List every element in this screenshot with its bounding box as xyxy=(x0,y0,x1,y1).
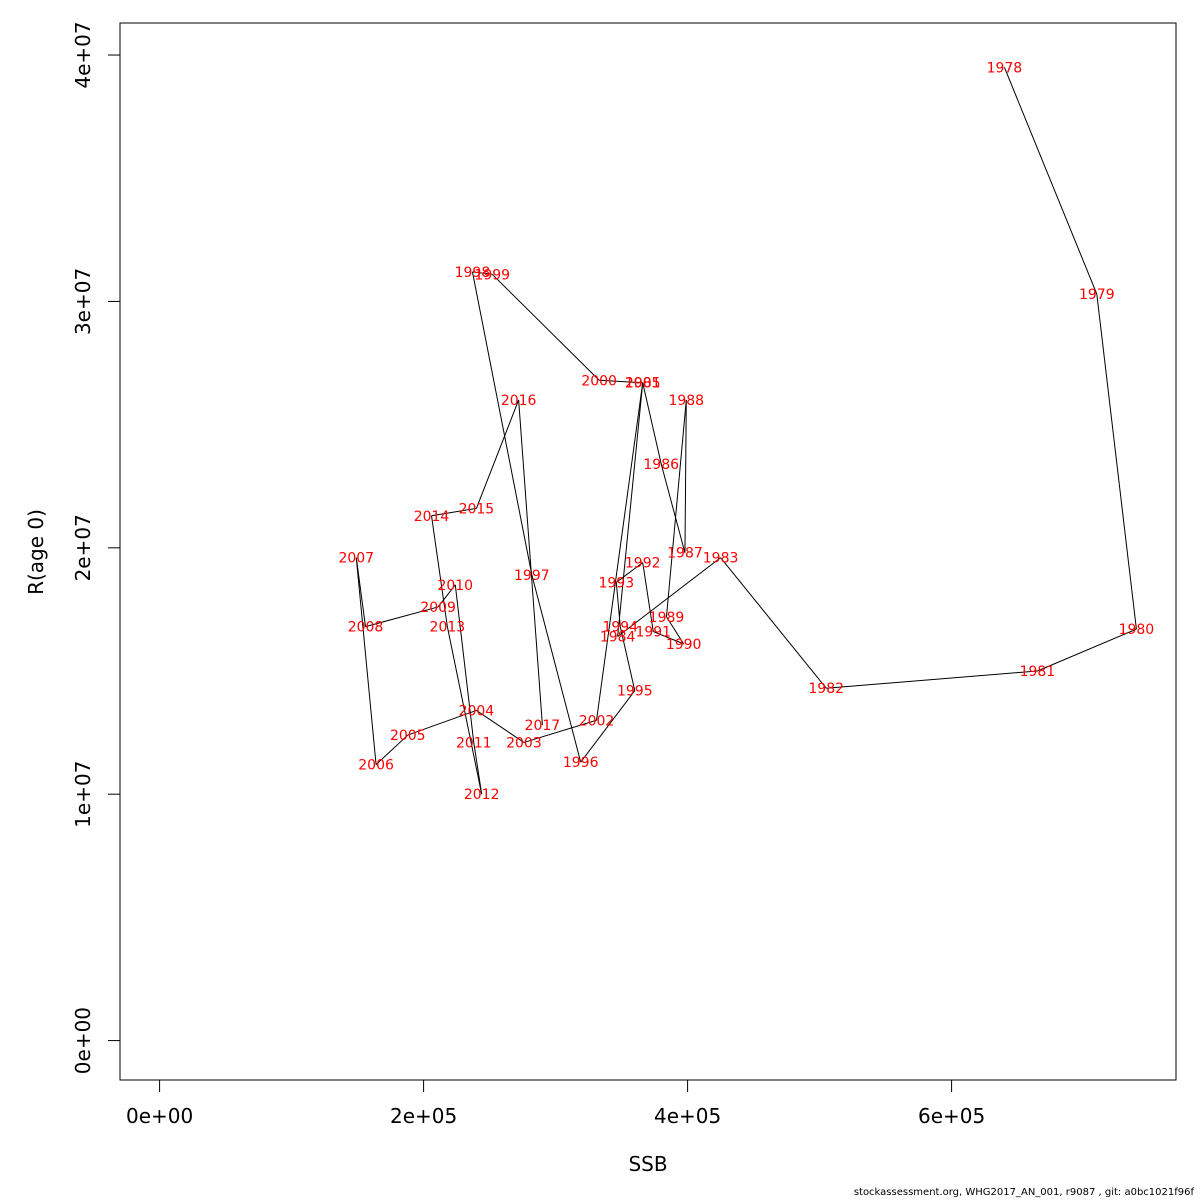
x-tick-label: 0e+00 xyxy=(126,1104,193,1128)
y-tick-label: 0e+00 xyxy=(71,1007,95,1074)
series-segment xyxy=(1003,67,1098,295)
point-label-2006: 2006 xyxy=(358,758,394,774)
series-segment xyxy=(660,463,686,553)
point-label-2002: 2002 xyxy=(579,713,615,729)
point-label-1985: 1985 xyxy=(625,376,661,392)
y-tick-label: 2e+07 xyxy=(71,514,95,581)
point-label-1984: 1984 xyxy=(600,630,636,646)
series-segment xyxy=(720,557,827,689)
series-segment xyxy=(437,584,456,608)
y-tick-label: 4e+07 xyxy=(71,21,95,88)
plot-frame xyxy=(119,22,1177,1081)
point-label-2007: 2007 xyxy=(338,551,374,567)
series-segment xyxy=(431,515,448,627)
point-label-1991: 1991 xyxy=(635,625,671,641)
point-label-2009: 2009 xyxy=(420,600,456,616)
series-segment xyxy=(616,562,644,583)
series-segment xyxy=(596,382,644,721)
point-label-2010: 2010 xyxy=(437,578,473,594)
y-tick-label: 3e+07 xyxy=(71,268,95,335)
series-segment xyxy=(580,690,636,763)
point-label-1987: 1987 xyxy=(667,546,703,562)
series-segment xyxy=(518,399,543,726)
series-segment xyxy=(446,626,483,795)
point-label-1981: 1981 xyxy=(1020,664,1056,680)
series-segment xyxy=(475,399,520,509)
series-segment xyxy=(1096,293,1137,630)
point-label-1989: 1989 xyxy=(649,610,685,626)
point-label-2004: 2004 xyxy=(459,703,495,719)
point-label-2011: 2011 xyxy=(456,735,492,751)
series-segment xyxy=(619,626,636,691)
series-line xyxy=(355,67,1137,795)
y-tick-label: 1e+07 xyxy=(71,761,95,828)
point-labels: 1978 1979 1980 1981 1982 1983 1984 1985 1986 1987… xyxy=(338,60,1154,803)
point-label-2003: 2003 xyxy=(506,735,542,751)
series-segment xyxy=(826,670,1038,689)
series-segment xyxy=(472,271,493,275)
point-label-1999: 1999 xyxy=(474,267,510,283)
point-label-2016: 2016 xyxy=(501,393,537,409)
series-segment xyxy=(431,507,477,517)
point-label-2017: 2017 xyxy=(525,718,561,734)
point-label-1992: 1992 xyxy=(625,556,661,572)
point-label-1990: 1990 xyxy=(666,637,702,653)
series-segment xyxy=(665,399,687,617)
point-label-2005: 2005 xyxy=(390,728,426,744)
point-label-2008: 2008 xyxy=(348,620,384,636)
series-segment xyxy=(653,631,684,645)
point-label-2000: 2000 xyxy=(581,373,617,389)
point-label-1998: 1998 xyxy=(455,265,491,281)
series-segment xyxy=(476,710,525,743)
point-label-1980: 1980 xyxy=(1119,622,1155,638)
point-label-2012: 2012 xyxy=(464,787,500,803)
series-segment xyxy=(471,271,533,576)
x-tick-label: 6e+05 xyxy=(918,1104,985,1128)
point-label-1983: 1983 xyxy=(703,551,739,567)
series-segment xyxy=(531,574,582,763)
series-segment xyxy=(454,584,475,743)
point-label-1982: 1982 xyxy=(808,681,844,697)
footer-credit: stockassessment.org, WHG2017_AN_001, r90… xyxy=(853,1187,1194,1198)
series-segment xyxy=(642,382,662,465)
y-axis: 0e+00 1e+07 2e+07 3e+07 4e+07 xyxy=(71,21,121,1074)
point-label-1988: 1988 xyxy=(668,393,704,409)
x-tick-label: 2e+05 xyxy=(390,1104,457,1128)
series-segment xyxy=(617,382,644,637)
x-axis: 0e+00 2e+05 4e+05 6e+05 xyxy=(126,1079,985,1128)
series-segment xyxy=(599,379,643,384)
series-segment xyxy=(375,734,409,765)
series-segment xyxy=(355,557,367,627)
y-axis-title: R(age 0) xyxy=(24,509,48,595)
series-segment xyxy=(666,616,685,645)
series-segment xyxy=(491,273,600,381)
series-segment xyxy=(1037,628,1137,672)
x-axis-title: SSB xyxy=(628,1152,667,1176)
point-label-1986: 1986 xyxy=(643,457,679,473)
series-segment xyxy=(684,399,687,553)
point-label-2014: 2014 xyxy=(414,509,450,525)
point-label-2001: 2001 xyxy=(625,376,661,392)
point-label-2015: 2015 xyxy=(459,501,495,517)
point-label-1995: 1995 xyxy=(617,684,653,700)
x-tick-label: 4e+05 xyxy=(654,1104,721,1128)
point-label-1997: 1997 xyxy=(514,568,550,584)
point-label-2013: 2013 xyxy=(430,620,466,636)
series-segment xyxy=(642,562,654,632)
series-segment xyxy=(355,557,377,765)
series-segment xyxy=(615,582,621,627)
point-label-1996: 1996 xyxy=(563,755,599,771)
point-label-1978: 1978 xyxy=(987,60,1023,76)
series-segment xyxy=(617,557,721,637)
point-label-1994: 1994 xyxy=(602,620,638,636)
point-label-1979: 1979 xyxy=(1079,287,1115,303)
series-segment xyxy=(365,606,439,628)
series-segment xyxy=(523,719,597,743)
point-label-1993: 1993 xyxy=(598,575,634,591)
